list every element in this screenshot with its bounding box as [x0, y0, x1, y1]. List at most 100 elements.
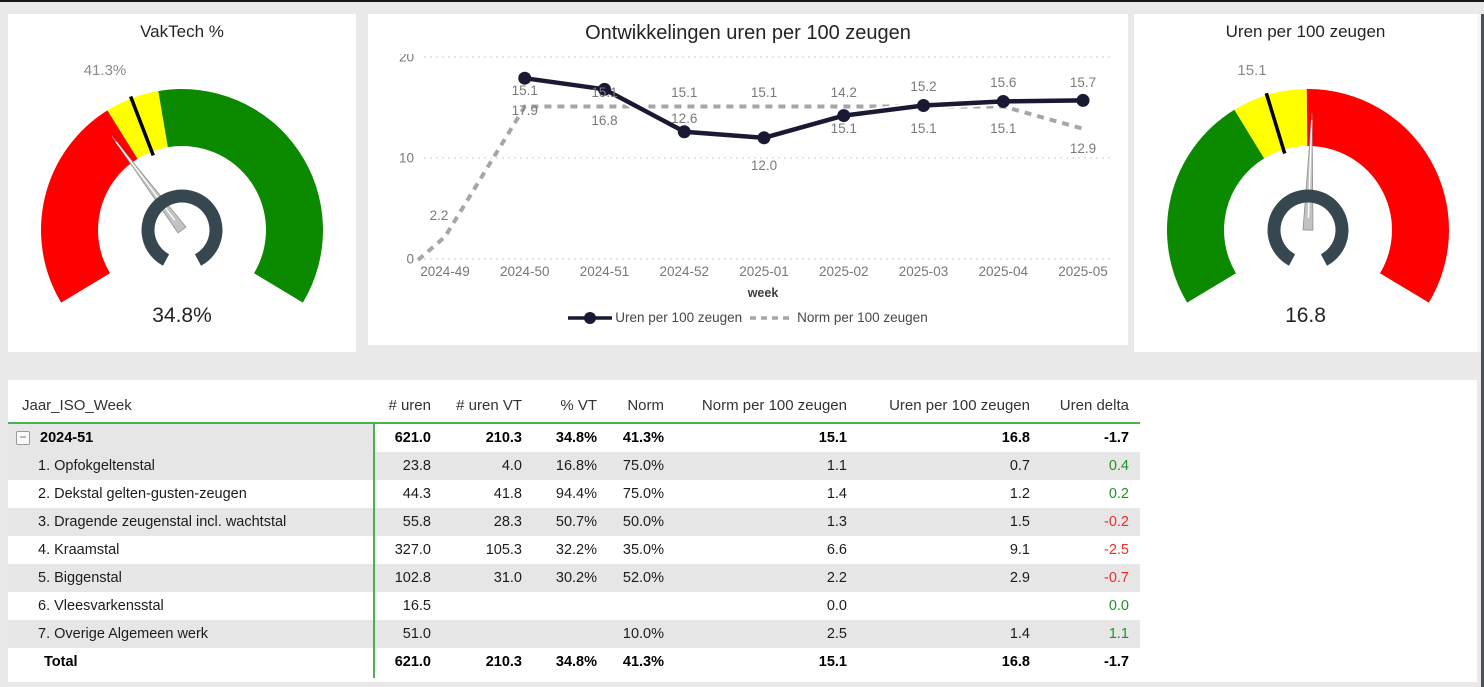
x-tick-label: 2025-05 — [1058, 264, 1108, 279]
column-header[interactable]: Jaar_ISO_Week — [22, 396, 132, 414]
scrollbar[interactable] — [1477, 14, 1481, 352]
delta-cell: -0.7 — [1104, 570, 1129, 586]
data-point[interactable] — [757, 131, 771, 145]
data-point[interactable] — [1076, 93, 1090, 107]
x-tick-label: 2025-03 — [899, 264, 949, 279]
right-window-edge — [1481, 14, 1484, 687]
norm-data-label: 12.9 — [1070, 141, 1096, 156]
row-label: 7. Overige Algemeen werk — [38, 626, 209, 642]
x-axis-title: week — [747, 286, 779, 300]
cell: 210.3 — [485, 430, 522, 446]
cell: 210.3 — [485, 654, 522, 670]
table-row[interactable]: −2024-51 621.0 210.3 34.8% 41.3% 15.1 16.8 -1.7 — [8, 424, 1140, 452]
column-header[interactable]: Norm — [627, 396, 664, 414]
norm-data-label: 15.1 — [751, 85, 777, 100]
dashed-series-swatch-icon — [750, 315, 795, 320]
data-point[interactable] — [677, 125, 691, 139]
cell: 31.0 — [493, 570, 522, 586]
row-label: 4. Kraamstal — [38, 542, 120, 558]
gauge-vaktech-value: 34.8% — [152, 304, 212, 327]
column-header[interactable]: # uren — [388, 396, 431, 414]
table-row[interactable]: 5. Biggenstal 102.8 31.0 30.2% 52.0% 2.2 2.9 -0… — [8, 564, 1140, 592]
uren-data-label: 14.2 — [831, 85, 857, 100]
gauge-band — [41, 110, 138, 303]
cell: 621.0 — [394, 430, 431, 446]
norm-data-label: 15.1 — [910, 121, 936, 136]
cell: 1.3 — [826, 514, 847, 530]
cell: 9.1 — [1009, 542, 1030, 558]
cell: 621.0 — [394, 654, 431, 670]
legend-item-norm[interactable]: Norm per 100 zeugen — [750, 310, 928, 325]
cell: 28.3 — [493, 514, 522, 530]
delta-cell: -0.2 — [1104, 514, 1129, 530]
uren-line — [524, 75, 1084, 141]
chart-title: Ontwikkelingen uren per 100 zeugen — [585, 22, 911, 44]
cell: 50.0% — [622, 514, 664, 530]
gauge-center-ring — [141, 189, 223, 266]
gauge-band — [1167, 109, 1265, 303]
table-header-row: Jaar_ISO_Week # uren # uren VT % VT Norm Norm… — [8, 388, 1140, 424]
gauge-target-line — [1264, 92, 1287, 154]
norm-data-label: 15.1 — [591, 85, 617, 100]
gauge-uren-card: Uren per 100 zeugen 15.1 16.8 — [1134, 14, 1477, 352]
cell: 2.2 — [826, 570, 847, 586]
uren-data-label: 15.7 — [1070, 75, 1096, 90]
cell: 52.0% — [622, 570, 664, 586]
column-header[interactable]: % VT — [560, 396, 597, 414]
column-header[interactable]: Uren per 100 zeugen — [889, 396, 1030, 414]
collapse-icon[interactable]: − — [16, 431, 30, 445]
table-row[interactable]: 1. Opfokgeltenstal 23.8 4.0 16.8% 75.0% 1.1 0.… — [8, 452, 1140, 480]
column-header[interactable]: Uren delta — [1059, 396, 1129, 414]
gauge-uren — [1167, 89, 1449, 303]
legend-label: Norm per 100 zeugen — [797, 310, 928, 325]
cell: 15.1 — [818, 430, 847, 446]
table-row[interactable]: Total 621.0 210.3 34.8% 41.3% 15.1 16.8 -1.7 — [8, 648, 1140, 676]
cell: 327.0 — [394, 542, 431, 558]
delta-cell: -1.7 — [1104, 654, 1129, 670]
cell: 1.5 — [1009, 514, 1030, 530]
y-tick-label: 10 — [399, 151, 414, 166]
gauge-vaktech-card: VakTech % 41.3% 34.8% — [8, 14, 356, 352]
table-row[interactable]: 2. Dekstal gelten-gusten-zeugen 44.3 41.8 9… — [8, 480, 1140, 508]
matrix-table-card: Jaar_ISO_Week # uren # uren VT % VT Norm Norm… — [8, 380, 1477, 682]
cell: 55.8 — [402, 514, 431, 530]
table-row[interactable]: 4. Kraamstal 327.0 105.3 32.2% 35.0% 6.6 9.1 -2… — [8, 536, 1140, 564]
row-label: 3. Dragende zeugenstal incl. wachtstal — [38, 514, 287, 530]
gauge-uren-target-label: 15.1 — [1237, 62, 1267, 79]
x-tick-label: 2025-04 — [978, 264, 1028, 279]
data-point[interactable] — [917, 98, 930, 112]
column-header[interactable]: Norm per 100 zeugen — [701, 396, 847, 414]
data-point[interactable] — [996, 94, 1010, 108]
cell: 4.0 — [501, 458, 522, 474]
top-window-edge — [0, 0, 1484, 2]
x-tick-label: 2024-49 — [420, 264, 470, 279]
cell: 41.3% — [622, 430, 664, 446]
row-label: 6. Vleesvarkensstal — [38, 598, 164, 614]
legend-item-uren[interactable]: Uren per 100 zeugen — [568, 310, 742, 325]
cell: 1.4 — [826, 486, 847, 502]
row-label: 2. Dekstal gelten-gusten-zeugen — [38, 486, 247, 502]
chart-legend: Uren per 100 zeugen Norm per 100 zeugen — [368, 310, 1128, 325]
delta-cell: 1.1 — [1108, 626, 1129, 642]
gauge-band — [1234, 89, 1308, 159]
uren-data-label: 15.2 — [910, 79, 936, 94]
y-tick-label: 0 — [406, 252, 414, 267]
norm-data-label: 15.1 — [671, 85, 697, 100]
uren-data-label: 15.6 — [990, 75, 1016, 90]
cell: 15.1 — [818, 654, 847, 670]
column-header[interactable]: # uren VT — [456, 396, 522, 414]
data-point[interactable] — [518, 71, 532, 85]
gauge-uren-value: 16.8 — [1285, 304, 1326, 327]
data-point[interactable] — [837, 109, 851, 123]
gauge-vaktech — [41, 89, 323, 303]
cell: 75.0% — [622, 458, 664, 474]
cell: 41.8 — [493, 486, 522, 502]
table-row[interactable]: 3. Dragende zeugenstal incl. wachtstal 55… — [8, 508, 1140, 536]
norm-data-label: 15.1 — [831, 121, 857, 136]
table-row[interactable]: 6. Vleesvarkensstal 16.5 0.0 0.0 — [8, 592, 1140, 620]
cell: 23.8 — [402, 458, 431, 474]
gauge-uren-title: Uren per 100 zeugen — [1225, 22, 1386, 41]
cell: 94.4% — [555, 486, 597, 502]
table-row[interactable]: 7. Overige Algemeen werk 51.0 10.0% 2.5 1.4 1… — [8, 620, 1140, 648]
data-point[interactable] — [598, 82, 611, 96]
